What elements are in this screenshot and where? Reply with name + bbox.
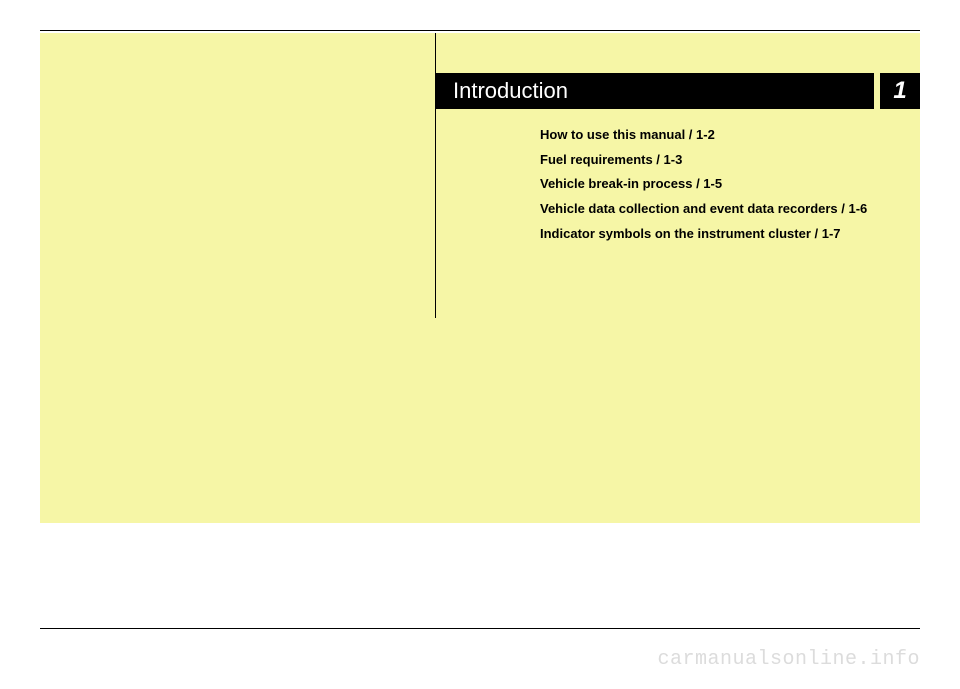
toc-item: Fuel requirements / 1-3 [540, 148, 900, 173]
toc-item: Vehicle break-in process / 1-5 [540, 172, 900, 197]
chapter-number: 1 [880, 73, 920, 109]
top-rule [40, 30, 920, 31]
toc-item: How to use this manual / 1-2 [540, 123, 900, 148]
content-panel: Introduction 1 How to use this manual / … [40, 33, 920, 523]
chapter-header: Introduction 1 [435, 73, 920, 109]
chapter-title: Introduction [435, 73, 874, 109]
table-of-contents: How to use this manual / 1-2 Fuel requir… [540, 123, 900, 246]
toc-item: Vehicle data collection and event data r… [540, 197, 900, 222]
toc-item: Indicator symbols on the instrument clus… [540, 222, 900, 247]
page-container: Introduction 1 How to use this manual / … [0, 0, 960, 689]
watermark: carmanualsonline.info [657, 648, 920, 671]
bottom-rule [40, 628, 920, 629]
